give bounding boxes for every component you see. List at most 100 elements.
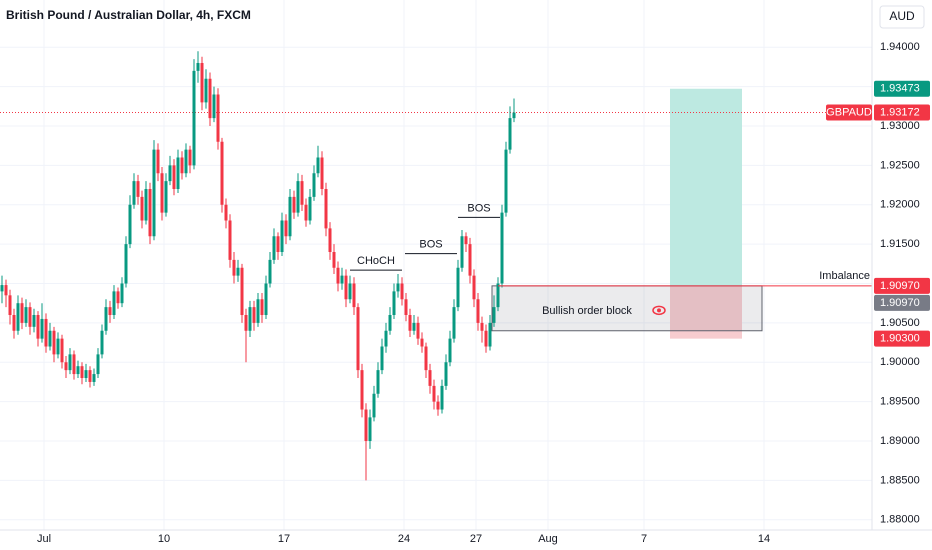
candle-body (24, 307, 28, 323)
candle-body (108, 307, 112, 316)
candle-body (236, 267, 240, 276)
candle-body (424, 346, 428, 371)
candle-body (396, 283, 400, 292)
currency-button[interactable] (879, 5, 925, 29)
candle-body (184, 149, 188, 174)
candle-body (116, 291, 120, 304)
price-tag-label: 1.90970 (880, 280, 920, 292)
y-tick-label: 1.92000 (880, 199, 920, 211)
candle-body (252, 307, 256, 323)
y-tick-label: 1.89000 (880, 435, 920, 447)
price-tag-label: 1.90300 (880, 333, 920, 345)
candle-body (64, 362, 68, 371)
candle-body (140, 196, 144, 221)
x-tick-label: 10 (158, 533, 170, 545)
candle-body (264, 283, 268, 316)
candle-body (112, 291, 116, 316)
candle-body (408, 315, 412, 331)
candle-body (464, 236, 468, 245)
candle-body (128, 204, 132, 245)
y-tick-label: 1.88000 (880, 514, 920, 526)
candle-body (96, 354, 100, 375)
candles (0, 51, 516, 481)
candle-body (244, 315, 248, 331)
candle-body (432, 385, 436, 402)
price-tag-label: 1.93473 (880, 83, 920, 95)
candle-body (356, 307, 360, 371)
candle-body (16, 303, 20, 331)
candle-body (172, 165, 176, 190)
candle-body (28, 307, 32, 327)
candle-body (448, 338, 452, 363)
price-tag (874, 277, 930, 294)
candle-body (320, 157, 324, 190)
candle-body (160, 173, 164, 213)
candle-body (80, 366, 84, 379)
candle-body (372, 393, 376, 418)
annotations: Bullish order block CHoCH BOS BOS Imbalance (350, 202, 872, 317)
candle-body (500, 212, 504, 284)
candle-body (248, 307, 252, 331)
candle-body (504, 149, 508, 213)
y-tick-label: 1.94000 (880, 41, 920, 53)
candle-body (36, 315, 40, 339)
candle-body (420, 338, 424, 347)
candle-body (284, 220, 288, 237)
candle-body (292, 196, 296, 213)
candle-body (328, 228, 332, 253)
x-tick-label: 27 (470, 533, 482, 545)
candle-body (136, 181, 140, 197)
candle-body (120, 283, 124, 304)
candle-body (364, 409, 368, 442)
x-tick-label: 17 (278, 533, 290, 545)
structure-label: BOS (419, 238, 442, 250)
candle-body (392, 291, 396, 316)
candle-body (460, 236, 464, 268)
grid (0, 0, 872, 530)
currency-label[interactable]: AUD (889, 9, 915, 23)
chart-title: British Pound / Australian Dollar, 4h, F… (6, 8, 251, 22)
candle-body (124, 244, 128, 284)
candle-body (176, 157, 180, 190)
candle-body (204, 78, 208, 103)
x-tick-label: 7 (641, 533, 647, 545)
candle-body (32, 315, 36, 327)
candle-body (300, 181, 304, 205)
candle-body (308, 196, 312, 221)
y-tick-label: 1.89500 (880, 396, 920, 408)
candle-body (492, 307, 496, 323)
eye-outline (652, 305, 666, 316)
candle-body (8, 295, 12, 316)
y-tick-label: 1.93000 (880, 120, 920, 132)
candle-body (352, 283, 356, 308)
candle-body (216, 94, 220, 142)
x-tick-label: Aug (538, 533, 558, 545)
loss-zone (670, 285, 742, 339)
candle-body (196, 63, 200, 71)
candle-body (48, 330, 52, 347)
candle-body (52, 330, 56, 355)
candle-body (268, 259, 272, 284)
candle-body (444, 362, 448, 386)
y-tick-label: 1.92500 (880, 159, 920, 171)
candle-body (260, 299, 264, 316)
price-tag (874, 80, 930, 97)
candle-body (296, 181, 300, 213)
candle-body (484, 330, 488, 347)
candle-body (12, 315, 16, 331)
candle-body (304, 204, 308, 221)
candle-body (224, 204, 228, 221)
candle-body (164, 181, 168, 213)
candle-body (480, 322, 484, 331)
candle-body (472, 275, 476, 300)
x-tick-label: 14 (758, 533, 770, 545)
candle-body (188, 149, 192, 166)
candle-body (20, 303, 24, 323)
candle-body (76, 366, 80, 375)
y-tick-label: 1.91500 (880, 238, 920, 250)
candle-body (380, 346, 384, 371)
eye-icon (652, 305, 666, 316)
candle-body (240, 267, 244, 316)
